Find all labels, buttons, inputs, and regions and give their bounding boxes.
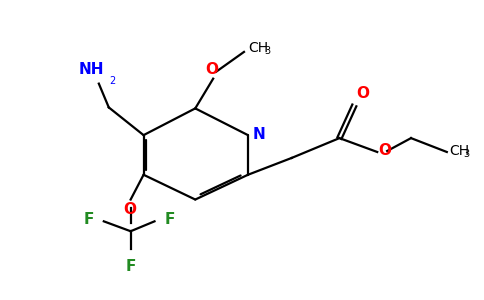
Text: F: F [125, 259, 136, 274]
Text: CH: CH [449, 144, 469, 158]
Text: N: N [253, 127, 266, 142]
Text: O: O [378, 143, 391, 158]
Text: F: F [165, 212, 175, 227]
Text: O: O [206, 62, 219, 77]
Text: O: O [123, 202, 136, 217]
Text: NH: NH [79, 62, 105, 77]
Text: F: F [83, 212, 94, 227]
Text: 2: 2 [109, 76, 115, 85]
Text: O: O [356, 86, 369, 101]
Text: 3: 3 [464, 149, 470, 159]
Text: CH: CH [248, 41, 268, 55]
Text: 3: 3 [264, 46, 270, 56]
